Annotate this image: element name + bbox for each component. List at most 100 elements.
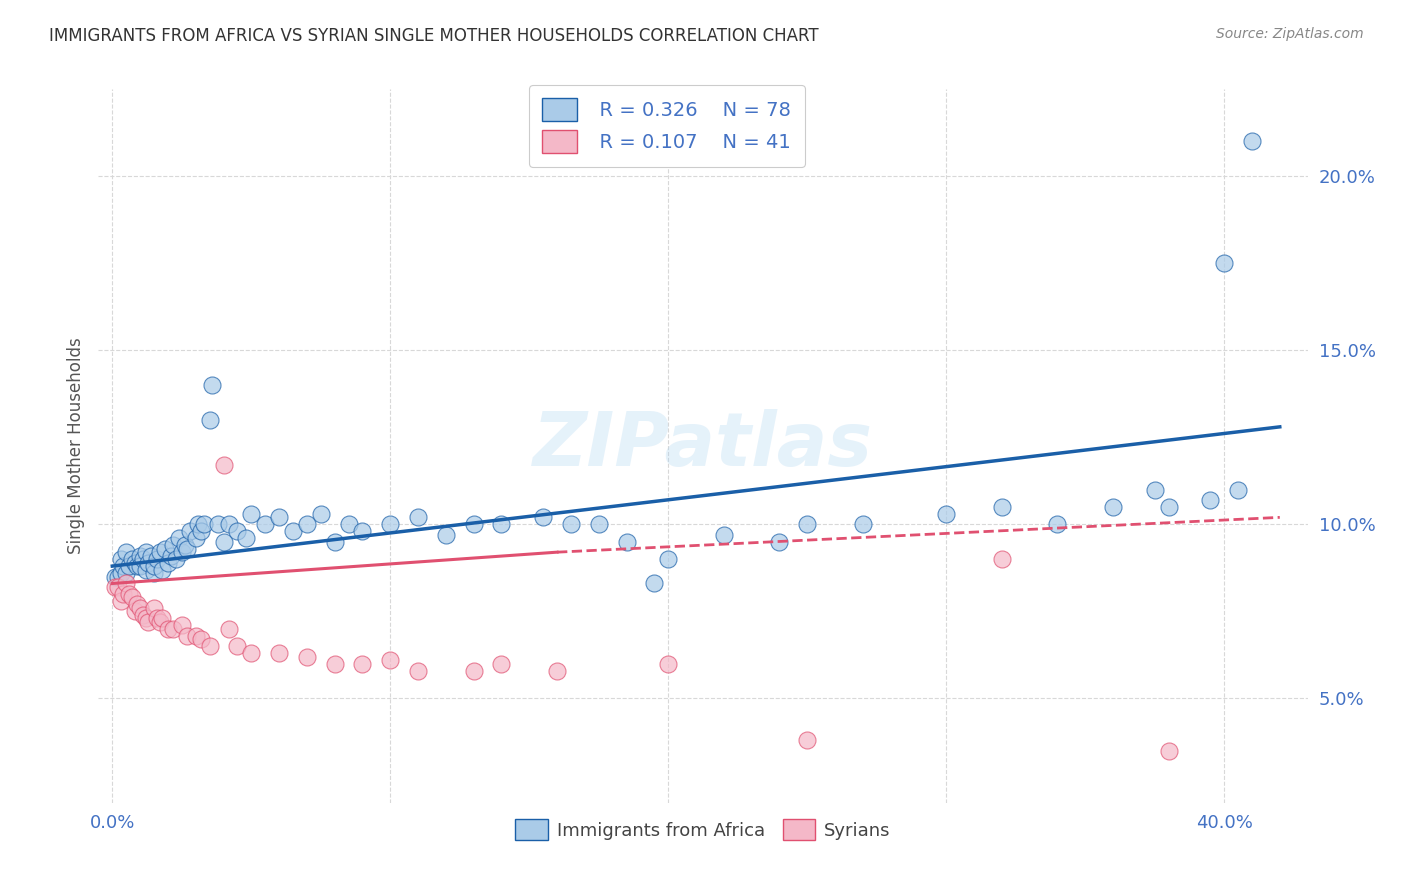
Point [129,549,152,563]
Point [190,632,212,647]
Point [531,510,554,524]
Point [212,458,235,472]
Point [406,664,429,678]
Point [190,524,212,539]
Point [110,566,132,580]
Text: IMMIGRANTS FROM AFRICA VS SYRIAN SINGLE MOTHER HOUSEHOLDS CORRELATION CHART: IMMIGRANTS FROM AFRICA VS SYRIAN SINGLE … [49,27,818,45]
Point [162,538,184,552]
Point [129,600,152,615]
Point [165,552,187,566]
Point [991,500,1014,514]
Point [796,517,818,532]
Point [118,587,141,601]
Point [104,569,127,583]
Point [226,639,249,653]
Point [129,559,152,574]
Point [150,563,173,577]
Point [1143,483,1166,497]
Point [212,534,235,549]
Point [153,541,176,556]
Point [107,569,129,583]
Point [148,545,170,559]
Point [187,517,209,532]
Point [463,664,485,678]
Point [491,517,513,532]
Point [176,541,198,556]
Point [173,538,195,552]
Point [380,517,402,532]
Point [560,517,582,532]
Point [198,413,221,427]
Point [135,563,157,577]
Point [1199,492,1222,507]
Point [115,566,138,580]
Point [434,528,457,542]
Point [323,657,346,671]
Point [218,622,240,636]
Point [148,615,170,629]
Point [170,545,193,559]
Point [156,622,179,636]
Point [127,598,149,612]
Point [1213,256,1236,270]
Point [852,517,875,532]
Point [337,517,360,532]
Point [112,559,135,574]
Point [132,552,155,566]
Point [1240,135,1263,149]
Point [104,580,127,594]
Point [179,524,201,539]
Point [935,507,957,521]
Point [146,552,169,566]
Point [240,646,263,660]
Point [713,528,735,542]
Point [254,517,277,532]
Point [121,552,143,566]
Legend: Immigrants from Africa, Syrians: Immigrants from Africa, Syrians [505,808,901,851]
Point [295,649,318,664]
Point [218,517,240,532]
Point [352,524,374,539]
Point [768,534,790,549]
Point [226,524,249,539]
Point [796,733,818,747]
Point [616,534,638,549]
Point [546,664,568,678]
Point [657,657,679,671]
Point [107,580,129,594]
Point [143,559,166,574]
Point [235,531,257,545]
Point [463,517,485,532]
Point [406,510,429,524]
Point [352,657,374,671]
Point [138,556,160,570]
Point [201,378,224,392]
Point [323,534,346,549]
Point [138,615,160,629]
Point [124,556,146,570]
Point [115,576,138,591]
Text: Source: ZipAtlas.com: Source: ZipAtlas.com [1216,27,1364,41]
Point [127,559,149,574]
Point [143,600,166,615]
Text: ZIPatlas: ZIPatlas [533,409,873,483]
Point [295,517,318,532]
Point [176,629,198,643]
Point [269,510,291,524]
Point [162,622,184,636]
Point [1046,517,1069,532]
Point [240,507,263,521]
Point [112,587,135,601]
Point [143,566,166,580]
Point [141,549,163,563]
Point [132,607,155,622]
Point [643,576,665,591]
Point [170,618,193,632]
Point [193,517,215,532]
Point [118,559,141,574]
Point [991,552,1014,566]
Point [135,611,157,625]
Point [491,657,513,671]
Y-axis label: Single Mother Households: Single Mother Households [66,338,84,554]
Point [657,552,679,566]
